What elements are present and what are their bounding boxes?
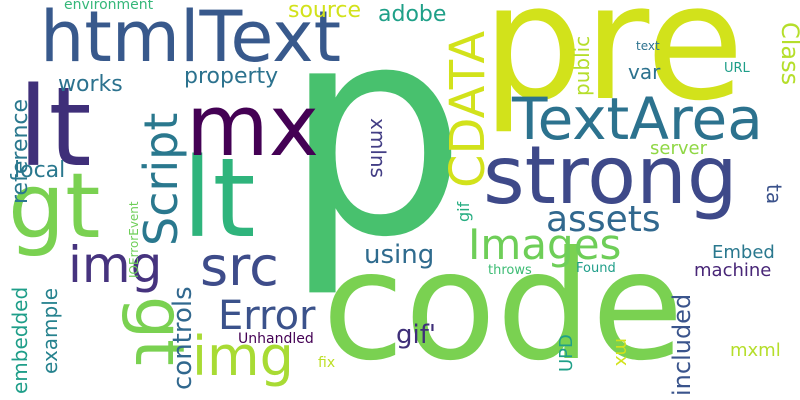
word: code	[322, 220, 684, 394]
word: Class	[776, 22, 800, 86]
word: using	[364, 240, 435, 270]
word: server	[650, 138, 707, 159]
word: machine	[694, 260, 772, 281]
word: gif'	[396, 320, 437, 350]
word: img	[68, 236, 163, 294]
word: URL	[724, 61, 750, 76]
word: Unhandled	[238, 331, 314, 347]
word: works	[58, 72, 123, 97]
word: var	[628, 60, 661, 84]
word: Error	[218, 293, 316, 339]
word: strong	[483, 129, 738, 222]
word: gt	[8, 154, 101, 259]
word: lt	[182, 134, 256, 262]
word: throws	[488, 263, 532, 278]
word: CDATA	[440, 30, 496, 188]
word: reference	[8, 98, 33, 204]
word: local	[14, 158, 66, 183]
word: IOErrorEvent	[127, 201, 141, 278]
word: property	[184, 64, 279, 89]
word: TextArea	[512, 85, 763, 153]
word: mx	[186, 77, 320, 176]
word: gif	[454, 201, 473, 222]
word: public	[570, 35, 594, 96]
word: mx	[611, 338, 632, 367]
word: lt	[18, 63, 92, 191]
word: UPD	[556, 334, 577, 372]
word: Embed	[712, 242, 775, 263]
word: fix	[318, 355, 336, 371]
word: xmlns	[366, 118, 390, 178]
word: p	[283, 0, 468, 301]
word: included	[668, 293, 696, 396]
word: adobe	[378, 2, 447, 27]
word: Images	[468, 220, 622, 269]
word: environment	[64, 0, 154, 13]
word: example	[38, 287, 62, 374]
word: src	[200, 235, 279, 298]
word: htmlText	[40, 0, 342, 78]
word: source	[288, 0, 362, 23]
word: Script	[134, 112, 188, 246]
word: assets	[546, 199, 661, 240]
word: text	[636, 39, 660, 53]
word: img	[192, 325, 294, 388]
word: ta	[762, 184, 786, 205]
word: controls	[168, 286, 198, 390]
word: Found	[576, 261, 616, 276]
word: embedded	[8, 286, 32, 394]
word: mxml	[730, 340, 781, 361]
word: pre	[482, 0, 745, 136]
